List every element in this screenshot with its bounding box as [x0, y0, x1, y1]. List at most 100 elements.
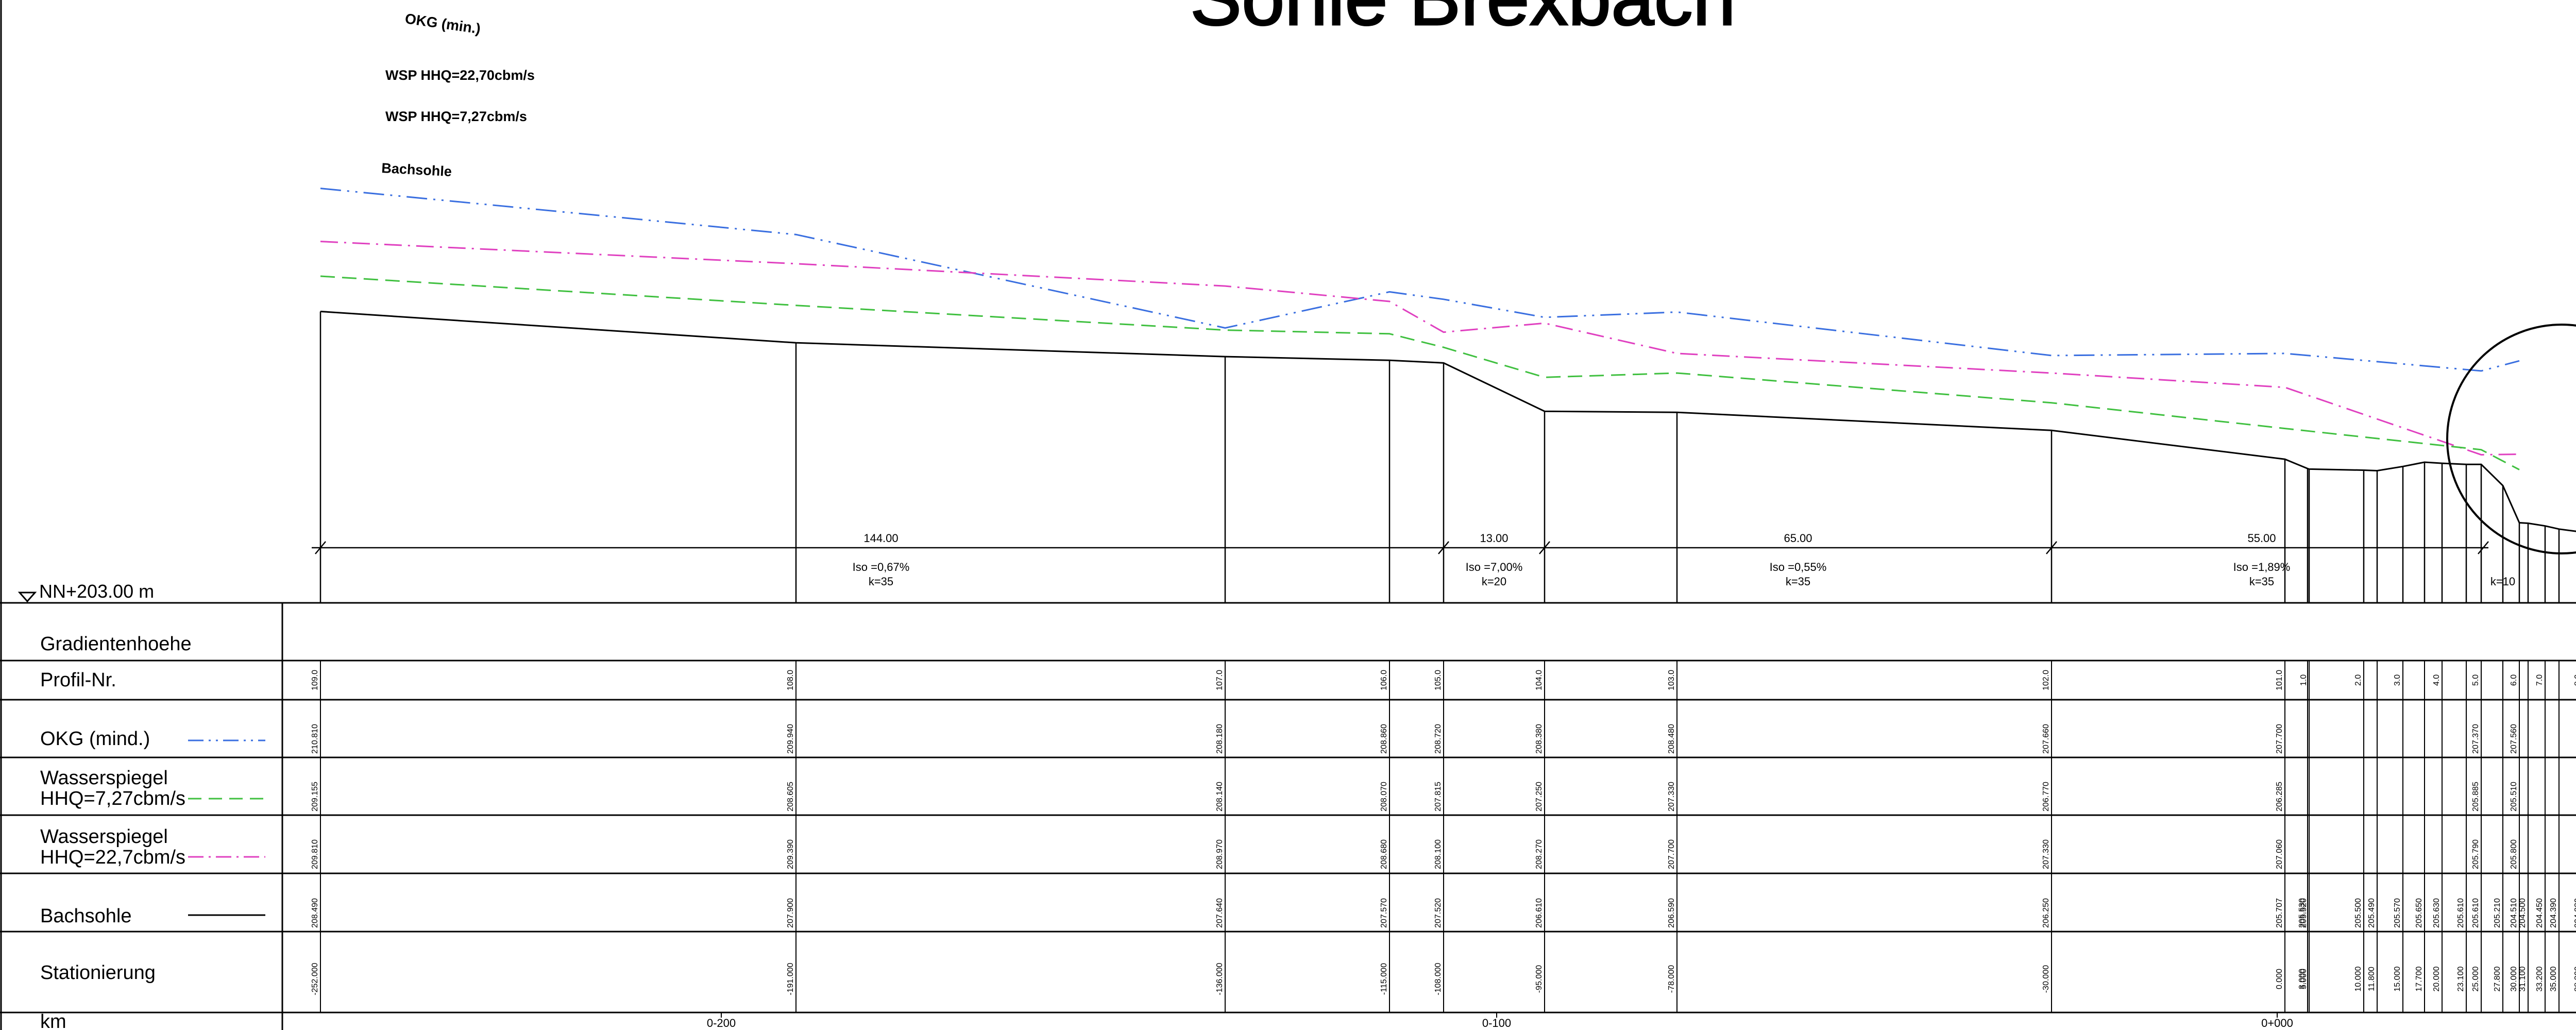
table-value-bed: 205.500 — [2354, 898, 2363, 928]
profile-curves — [320, 188, 2576, 532]
table-value-station: 25.000 — [2471, 966, 2480, 991]
segment-3-k: k=35 — [1786, 575, 1810, 588]
table-value-bed: 205.530 — [2298, 898, 2307, 928]
segment-3-slope: Iso =0,55% — [1770, 561, 1827, 573]
table-value-profile: 106.0 — [1380, 670, 1388, 690]
gradient-tick — [2046, 541, 2057, 554]
table-value-wsp_high: 205.790 — [2471, 839, 2480, 869]
table-value-profile: 4.0 — [2432, 674, 2441, 686]
table-value-wsp_low: 209.155 — [311, 782, 319, 812]
table-value-okg: 208.380 — [1535, 724, 1544, 754]
segment-4-slope: Iso =1,89% — [2233, 561, 2291, 573]
segment-4-length: 55.00 — [2247, 532, 2276, 545]
table-value-profile: 5.0 — [2471, 674, 2480, 686]
table-value-station: -30.000 — [2042, 965, 2050, 993]
table-value-bed: 205.570 — [2393, 898, 2402, 928]
table-value-profile: 107.0 — [1215, 670, 1224, 690]
table-value-bed: 207.900 — [786, 898, 795, 928]
table-value-wsp_low: 205.885 — [2471, 782, 2480, 812]
table-value-station: -108.000 — [1434, 963, 1443, 995]
table-value-wsp_high: 208.970 — [1215, 839, 1224, 869]
table-value-station: 15.000 — [2393, 966, 2402, 991]
table-value-station: 33.200 — [2535, 966, 2544, 991]
table-value-wsp_low: 208.605 — [786, 782, 795, 812]
table-value-station: 23.100 — [2456, 966, 2465, 991]
datum-marker: NN+203.00 m — [18, 581, 154, 603]
table-value-okg: 207.660 — [2042, 724, 2050, 754]
table-value-station: -191.000 — [786, 963, 795, 995]
data-table: Gradientenhoehe Profil-Nr. OKG (mind.) W… — [0, 602, 2576, 1030]
segment-3-length: 65.00 — [1784, 532, 1812, 545]
hhq-high-label: WSP HHQ=22,70cbm/s — [385, 67, 535, 83]
table-value-bed: 205.707 — [2275, 898, 2284, 928]
table-value-profile: 8.0 — [2573, 674, 2576, 686]
table-value-station: -78.000 — [1667, 965, 1676, 993]
table-value-bed: 205.630 — [2432, 898, 2441, 928]
table-value-bed: 208.490 — [311, 898, 319, 928]
detail-circle — [2446, 324, 2576, 554]
row-label-profile: Profil-Nr. — [40, 669, 116, 691]
datum-label: NN+203.00 m — [39, 581, 154, 602]
table-value-station: 38.300 — [2573, 966, 2576, 991]
row-label-station: Stationierung — [40, 962, 156, 984]
table-value-wsp_high: 205.800 — [2510, 839, 2518, 869]
table-value-bed: 207.640 — [1215, 898, 1224, 928]
segment-2-slope: Iso =7,00% — [1466, 561, 1523, 573]
table-value-station: -136.000 — [1215, 963, 1224, 995]
table-value-profile: 103.0 — [1667, 670, 1676, 690]
gradient-tick — [1539, 541, 1550, 554]
row-label-km: km — [40, 1011, 66, 1030]
table-value-profile: 3.0 — [2393, 674, 2402, 686]
table-value-okg: 208.720 — [1434, 724, 1443, 754]
table-value-station: 10.000 — [2354, 966, 2363, 991]
segment-1-k: k=35 — [869, 575, 893, 588]
table-value-station: 0.000 — [2275, 969, 2284, 989]
okg-curve — [320, 188, 2520, 372]
hhq-low-curve — [320, 275, 2520, 470]
table-value-wsp_low: 205.510 — [2510, 782, 2518, 812]
segment-1-length: 144.00 — [863, 532, 898, 545]
table-value-station: 31.100 — [2518, 966, 2527, 991]
table-value-okg: 210.810 — [311, 724, 319, 754]
gradient-ticks — [315, 541, 2489, 554]
table-value-okg: 208.860 — [1380, 724, 1388, 754]
table-value-wsp_low: 207.250 — [1535, 782, 1544, 812]
table-value-wsp_high: 207.330 — [2042, 839, 2050, 869]
table-value-station: -95.000 — [1535, 965, 1544, 993]
table-value-bed: 205.650 — [2415, 898, 2424, 928]
table-value-wsp_high: 208.680 — [1380, 839, 1388, 869]
table-values: 109.0 210.810 209.155 209.810 208.490 -252.00… — [311, 661, 2576, 1018]
row-label-okg: OKG (mind.) — [40, 728, 150, 750]
table-value-bed: 204.510 — [2510, 898, 2518, 928]
gradient-tick — [2478, 541, 2489, 554]
table-value-profile: 104.0 — [1535, 670, 1544, 690]
km-label-1: 0-200 — [707, 1017, 736, 1029]
row-label-gradient: Gradientenhoehe — [40, 633, 192, 655]
segment-2-k: k=20 — [1482, 575, 1506, 588]
table-value-bed: 205.610 — [2456, 898, 2465, 928]
table-value-station: 20.000 — [2432, 966, 2441, 991]
table-value-profile: 105.0 — [1434, 670, 1443, 690]
table-value-wsp_low: 207.815 — [1434, 782, 1443, 812]
km-label-2: 0-100 — [1482, 1017, 1511, 1029]
table-value-profile: 102.0 — [2042, 670, 2050, 690]
table-value-okg: 209.940 — [786, 724, 795, 754]
segment-2-length: 13.00 — [1480, 532, 1508, 545]
table-value-station: 3.000 — [2298, 969, 2307, 989]
table-value-bed: 204.500 — [2518, 898, 2527, 928]
row-label-wsp-low-1: Wasserspiegel — [40, 767, 168, 789]
table-value-wsp_high: 208.270 — [1535, 839, 1544, 869]
row-label-wsp-high-2: HHQ=22,7cbm/s — [40, 847, 185, 868]
gradient-tick — [315, 541, 326, 554]
segment-4-k: k=35 — [2249, 575, 2274, 588]
table-value-station: -252.000 — [311, 963, 319, 995]
table-value-station: 35.000 — [2549, 966, 2558, 991]
segment-1-slope: Iso =0,67% — [853, 561, 910, 573]
profile-verticals — [319, 311, 2560, 603]
table-value-wsp_high: 209.810 — [311, 839, 319, 869]
table-value-profile: 1.0 — [2299, 674, 2308, 686]
table-value-bed: 205.610 — [2471, 898, 2480, 928]
table-value-profile: 101.0 — [2275, 670, 2284, 690]
table-value-bed: 204.450 — [2535, 898, 2544, 928]
bed-label: Bachsohle — [381, 160, 452, 179]
